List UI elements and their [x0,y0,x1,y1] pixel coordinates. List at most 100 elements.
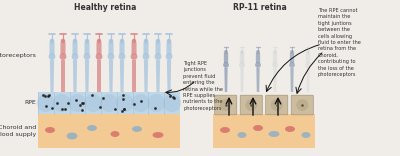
Circle shape [53,94,71,112]
Polygon shape [120,60,124,92]
Circle shape [147,94,165,112]
Circle shape [110,39,112,43]
Ellipse shape [253,125,263,131]
Circle shape [120,39,124,43]
Ellipse shape [220,127,230,133]
Polygon shape [273,68,277,92]
Circle shape [274,51,276,53]
Text: RPE: RPE [24,100,36,105]
Text: RP-11 retina: RP-11 retina [233,3,287,12]
Circle shape [241,51,243,53]
FancyBboxPatch shape [50,42,54,55]
Text: Choroid and
blood supply: Choroid and blood supply [0,125,36,137]
Circle shape [239,62,245,68]
Polygon shape [50,60,54,92]
FancyBboxPatch shape [84,42,90,55]
Circle shape [96,53,102,60]
Text: Tight RPE
junctions
prevent fluid
entering the
retina while the
RPE supplies
nut: Tight RPE junctions prevent fluid enteri… [183,61,223,111]
Circle shape [142,53,150,60]
Circle shape [154,53,162,60]
Circle shape [98,39,100,43]
Ellipse shape [238,132,246,138]
Circle shape [130,53,138,60]
FancyBboxPatch shape [240,53,244,63]
Circle shape [156,39,160,43]
Circle shape [307,51,309,53]
Polygon shape [156,60,160,92]
Circle shape [255,62,261,68]
Circle shape [296,99,308,111]
Circle shape [37,94,55,112]
Polygon shape [109,60,113,92]
Circle shape [132,94,150,112]
FancyBboxPatch shape [224,53,228,63]
Circle shape [168,39,170,43]
Circle shape [62,39,64,43]
Circle shape [245,99,257,111]
Ellipse shape [66,132,78,139]
Circle shape [144,39,148,43]
FancyBboxPatch shape [306,53,310,63]
Polygon shape [85,60,89,92]
Circle shape [223,62,229,68]
Circle shape [60,53,66,60]
FancyBboxPatch shape [38,92,180,114]
Ellipse shape [152,132,164,138]
Ellipse shape [110,131,120,137]
Circle shape [305,62,311,68]
Circle shape [257,51,259,53]
FancyBboxPatch shape [144,42,148,55]
Circle shape [289,62,295,68]
FancyBboxPatch shape [266,95,288,115]
Text: The RPE cannot
maintain the
tight juntions
between the
cells allowing
fluid to e: The RPE cannot maintain the tight juntio… [318,8,361,77]
Circle shape [74,39,76,43]
FancyBboxPatch shape [166,42,172,55]
FancyBboxPatch shape [72,42,78,55]
Circle shape [68,94,86,112]
Circle shape [166,53,172,60]
Text: Photoreceptors: Photoreceptors [0,54,36,58]
Circle shape [84,94,102,112]
Polygon shape [61,60,65,92]
FancyBboxPatch shape [215,95,237,115]
Circle shape [108,53,114,60]
FancyBboxPatch shape [290,53,294,63]
FancyBboxPatch shape [291,95,313,115]
Circle shape [163,94,181,112]
Circle shape [72,53,78,60]
Circle shape [220,99,232,111]
Text: Healthy retina: Healthy retina [74,3,136,12]
Ellipse shape [132,126,142,132]
FancyBboxPatch shape [256,53,260,63]
Ellipse shape [87,125,97,131]
Ellipse shape [302,132,310,138]
FancyBboxPatch shape [156,42,160,55]
Circle shape [132,39,136,43]
Polygon shape [224,68,228,92]
FancyBboxPatch shape [38,114,180,148]
Polygon shape [167,60,171,92]
Circle shape [86,39,88,43]
Circle shape [291,51,293,53]
FancyBboxPatch shape [96,42,102,55]
Circle shape [84,53,90,60]
Circle shape [272,62,278,68]
Circle shape [50,39,54,43]
Circle shape [100,94,118,112]
Polygon shape [256,68,260,92]
Polygon shape [97,60,101,92]
Polygon shape [144,60,148,92]
Ellipse shape [268,131,280,137]
FancyBboxPatch shape [60,42,66,55]
Ellipse shape [285,126,295,132]
Circle shape [118,53,126,60]
Ellipse shape [45,127,55,133]
FancyBboxPatch shape [132,42,136,55]
Polygon shape [132,60,136,92]
FancyBboxPatch shape [273,53,277,63]
Polygon shape [306,68,310,92]
Polygon shape [290,68,294,92]
FancyBboxPatch shape [213,114,315,148]
Polygon shape [73,60,77,92]
Circle shape [271,99,283,111]
